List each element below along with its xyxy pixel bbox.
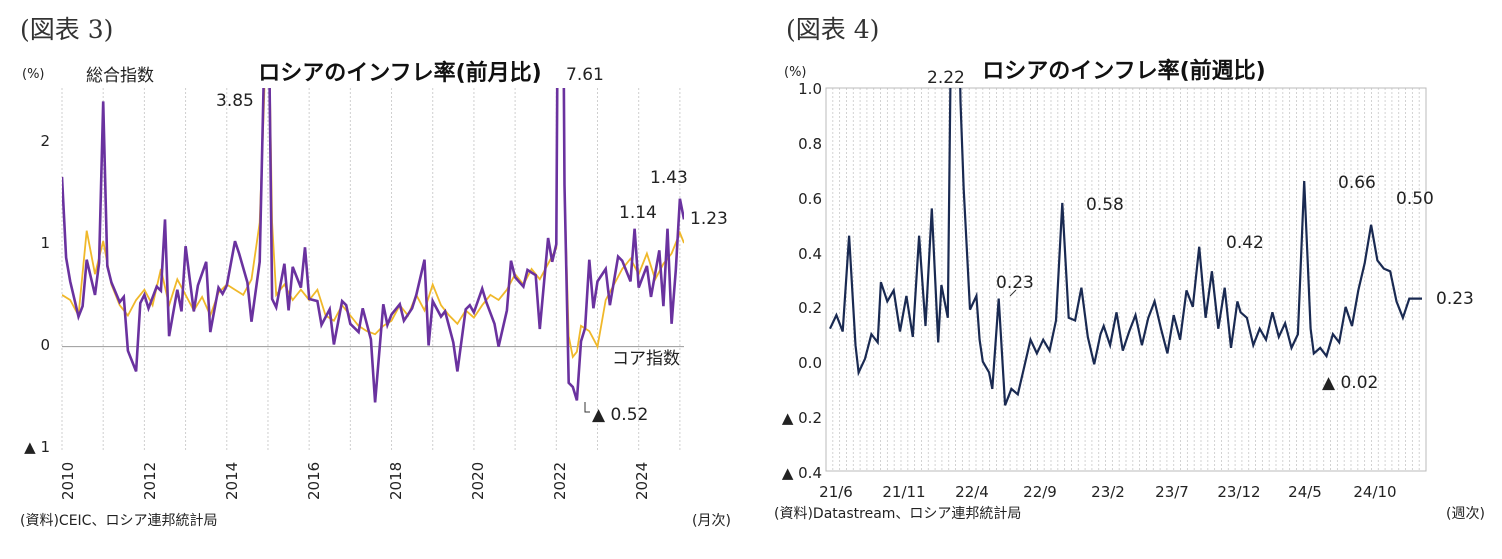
chart-3-y-ticks: 2 1 0 ▲ 1 [24,132,50,456]
figure-4-label: (図表 4) [786,15,879,44]
chart-3-ytick-0: 0 [40,336,50,354]
chart-3-xtick-2016: 2016 [305,462,323,500]
chart-3-callout-3-85: 3.85 [216,91,254,111]
chart-4-xtick-23-2: 23/2 [1091,483,1125,501]
chart-4-source: (資料)Datastream、ロシア連邦統計局 [774,506,1021,522]
chart-3-callout-1-14: 1.14 [619,203,657,223]
chart-4-x-ticks: 21/6 21/11 22/4 22/9 23/2 23/7 23/12 24/… [819,483,1396,501]
chart-3-source: (資料)CEIC、ロシア連邦統計局 [20,513,217,529]
chart-3-xtick-2014: 2014 [223,462,241,500]
chart-4-series-weekly [829,88,1422,406]
chart-4-title: ロシアのインフレ率(前週比) [982,58,1265,84]
chart-4-callout-0-50: 0.50 [1396,189,1434,209]
figure-3-label: (図表 3) [20,15,113,44]
chart-3-xtick-2022: 2022 [551,462,569,500]
chart-3-xtick-2024: 2024 [633,462,651,500]
chart-3-x-ticks: 2010 2012 2014 2016 2018 2020 2022 2024 [59,462,651,500]
chart-3-title: ロシアのインフレ率(前月比) [258,60,541,86]
chart-3-callout-neg-0-52: ▲ 0.52 [592,405,648,425]
figure-3: (図表 3) ロシアのインフレ率(前月比) (%) 2 1 0 ▲ 1 2010… [20,15,731,529]
chart-4-callout-2-22: 2.22 [927,68,965,88]
chart-4-ytick-neg-0-2: ▲ 0.2 [782,409,822,427]
chart-4-xtick-23-7: 23/7 [1155,483,1189,501]
chart-4-callout-0-58: 0.58 [1086,195,1124,215]
chart-3-callout-1-43: 1.43 [650,168,688,188]
chart-3-legend-core: コア指数 [612,349,680,369]
chart-4-ytick-0-4: 0.4 [798,245,822,263]
chart-4-plot-frame [825,87,1427,472]
chart-3-gridlines [61,88,681,450]
chart-4-xtick-21-6: 21/6 [819,483,853,501]
chart-3-series-cpi [62,88,684,403]
chart-4-ytick-0-0: 0.0 [798,354,822,372]
chart-4-callout-0-23-a: 0.23 [996,273,1034,293]
chart-4-plot [829,88,1422,406]
chart-4-xtick-24-10: 24/10 [1353,483,1396,501]
chart-3-ytick-m1: ▲ 1 [24,438,50,456]
chart-4-leader-0-23 [1009,289,1017,297]
chart-3-period-note: (月次) [692,513,731,529]
chart-3-ytick-1: 1 [40,234,50,252]
chart-4-y-ticks: 1.0 0.8 0.6 0.4 0.2 0.0 ▲ 0.2 ▲ 0.4 [782,80,822,482]
chart-3-ytick-2: 2 [40,132,50,150]
chart-4-callout-0-66: 0.66 [1338,173,1376,193]
chart-4-ytick-0-2: 0.2 [798,299,822,317]
chart-4-ytick-0-8: 0.8 [798,135,822,153]
chart-3-xtick-2020: 2020 [469,462,487,500]
chart-4-xtick-22-4: 22/4 [955,483,989,501]
chart-3-callout-1-23: 1.23 [690,209,728,229]
chart-4-ytick-0-6: 0.6 [798,190,822,208]
chart-3-unit: (%) [22,67,45,82]
figure-4: (図表 4) ロシアのインフレ率(前週比) (%) 1.0 0.8 0.6 0.… [774,15,1485,522]
chart-3-callout-7-61: 7.61 [566,65,604,85]
chart-4-xtick-21-11: 21/11 [882,483,925,501]
chart-3-xtick-2018: 2018 [387,462,405,500]
chart-4-xtick-22-9: 22/9 [1023,483,1057,501]
chart-4-callout-0-23-b: 0.23 [1436,289,1474,309]
chart-4-callout-neg-0-02: ▲ 0.02 [1322,373,1378,393]
chart-4-ytick-neg-0-4: ▲ 0.4 [782,464,822,482]
chart-4-callout-0-42: 0.42 [1226,233,1264,253]
chart-3-plot [62,88,684,403]
chart-3-xtick-2012: 2012 [141,462,159,500]
chart-4-xtick-23-12: 23/12 [1217,483,1260,501]
chart-3-legend-cpi: 総合指数 [86,66,154,86]
chart-4-period-note: (週次) [1446,506,1485,522]
chart-3-series-core [62,88,684,359]
chart-3-xtick-2010: 2010 [59,462,77,500]
chart-4-xtick-24-5: 24/5 [1288,483,1322,501]
chart-3-leader-line [584,402,590,413]
chart-4-ytick-1-0: 1.0 [798,80,822,98]
chart-4-unit: (%) [784,65,807,80]
